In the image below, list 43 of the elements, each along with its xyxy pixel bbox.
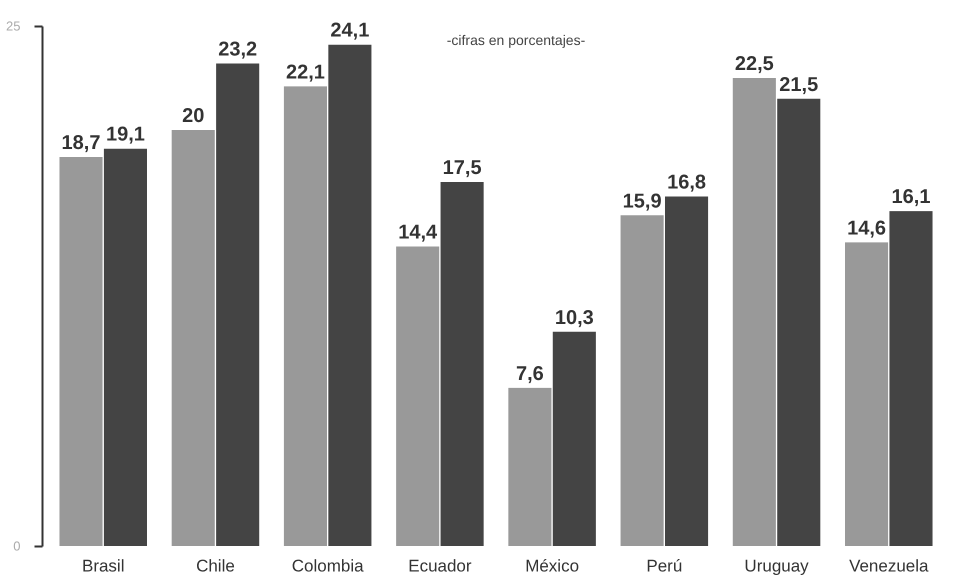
x-tick-label: Uruguay bbox=[744, 556, 810, 576]
data-label: 10,3 bbox=[554, 306, 594, 329]
bar bbox=[284, 86, 328, 546]
data-label: 17,5 bbox=[442, 157, 482, 179]
bar bbox=[664, 196, 708, 546]
bar bbox=[396, 246, 440, 546]
data-label: 15,9 bbox=[622, 190, 662, 212]
data-label: 19,1 bbox=[106, 124, 145, 146]
bar bbox=[845, 242, 888, 546]
bar bbox=[172, 130, 215, 546]
data-label: 21,5 bbox=[779, 74, 818, 96]
bar bbox=[552, 332, 596, 546]
data-label: 14,4 bbox=[398, 221, 438, 244]
x-tick-label: Brasil bbox=[82, 556, 124, 576]
bar bbox=[440, 182, 484, 546]
data-label: 22,5 bbox=[734, 53, 774, 75]
bar bbox=[216, 63, 260, 546]
data-label: 16,8 bbox=[667, 172, 706, 194]
data-label: 18,7 bbox=[62, 132, 100, 154]
bar bbox=[59, 157, 103, 546]
bar bbox=[508, 388, 552, 546]
y-tick-label: 25 bbox=[6, 18, 20, 34]
data-label: 23,2 bbox=[218, 38, 258, 60]
x-tick-label: Colombia bbox=[292, 556, 364, 576]
bar bbox=[777, 98, 820, 546]
x-tick-label: Ecuador bbox=[408, 556, 472, 576]
annotation: -cifras en porcentajes- bbox=[446, 32, 586, 48]
data-label: 14,6 bbox=[847, 217, 886, 240]
bar bbox=[732, 78, 776, 546]
x-tick-label: Perú bbox=[646, 556, 682, 576]
data-label: 24,1 bbox=[330, 20, 370, 42]
bar bbox=[620, 215, 664, 546]
data-label: 20 bbox=[182, 105, 204, 127]
y-tick-label: 0 bbox=[13, 538, 20, 554]
bar bbox=[889, 211, 933, 546]
x-tick-label: México bbox=[525, 556, 580, 576]
x-tick-label: Chile bbox=[196, 556, 235, 576]
data-label: 22,1 bbox=[286, 61, 325, 84]
data-label: 7,6 bbox=[516, 362, 544, 385]
x-tick-label: Venezuela bbox=[849, 556, 930, 576]
bar bbox=[328, 44, 372, 546]
bar bbox=[104, 148, 147, 546]
data-label: 16,1 bbox=[892, 186, 930, 208]
